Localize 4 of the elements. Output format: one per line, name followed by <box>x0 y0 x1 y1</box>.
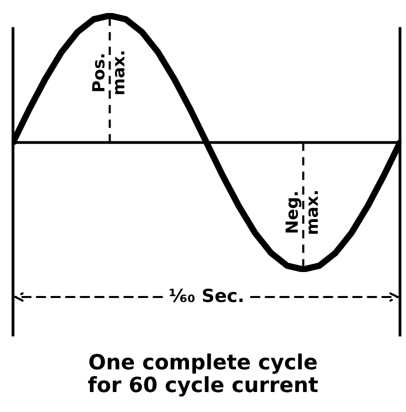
annotation: Pos. max. <box>92 52 125 94</box>
annotation: Neg. max. <box>286 191 318 234</box>
text: ¹⁄₆₀ Sec. <box>170 288 243 302</box>
text: One complete cycle for 60 cycle current <box>88 353 318 397</box>
